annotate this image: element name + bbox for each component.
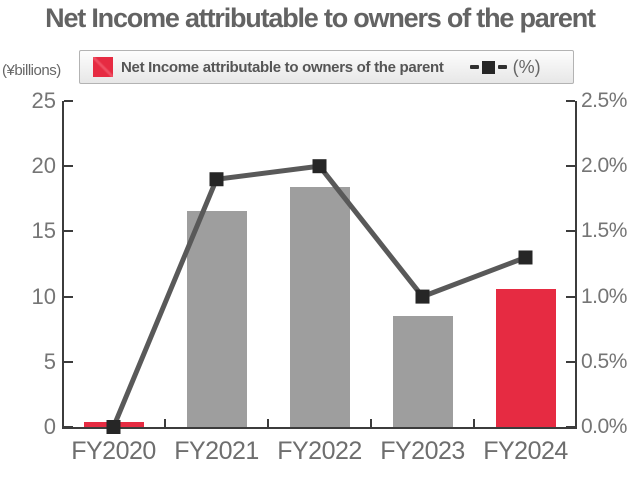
left-axis-unit-label: (¥billions) [2,62,61,79]
legend-bar-label: Net Income attributable to owners of the… [121,58,444,76]
right-axis-tick [566,360,575,363]
line-marker-FY2024 [518,250,533,265]
left-axis-tick-label: 15 [31,218,56,244]
left-axis-tick-label: 10 [31,283,56,309]
left-axis-tick-label: 5 [43,348,56,374]
right-axis-tick [566,426,575,428]
left-axis-tick [64,165,73,168]
bar-FY2022 [289,187,350,427]
right-axis-tick [566,230,575,233]
x-tick-label-FY2020: FY2020 [71,437,156,465]
x-axis-line [62,427,577,429]
left-axis-tick [64,100,73,102]
x-axis-tick [267,419,269,427]
x-axis-tick [164,419,166,427]
right-axis-tick [566,295,575,298]
percent-line [111,163,527,428]
x-axis-tick [473,419,475,427]
bar-FY2021 [186,210,247,427]
x-tick-label-FY2022: FY2022 [277,437,362,465]
x-axis-tick [370,419,372,427]
left-axis-tick [64,295,73,298]
line-marker-FY2023 [415,289,430,304]
left-axis-tick [64,230,73,233]
legend: Net Income attributable to owners of the… [79,50,574,84]
x-tick-label-FY2021: FY2021 [174,437,259,465]
right-axis-tick-label: 1.5% [581,219,627,243]
right-axis-tick-label: 2.5% [581,89,627,112]
bar-series-swatch-icon [93,57,113,77]
right-axis-tick-label: 0.0% [581,415,627,438]
line-marker-FY2021 [209,172,224,187]
x-tick-label-FY2023: FY2023 [380,437,465,465]
left-axis-tick-label: 20 [31,153,56,179]
line-series-marker-icon [469,60,507,74]
bar-FY2023 [392,316,453,427]
right-axis-tick-label: 2.0% [581,154,627,178]
chart-title: Net Income attributable to owners of the… [45,3,596,33]
left-axis-tick-label: 25 [31,88,56,113]
right-axis-tick-label: 0.5% [581,349,627,373]
right-axis-line [575,101,577,429]
line-dash-icon [497,65,507,69]
right-axis-tick [566,100,575,102]
line-marker-FY2022 [312,159,327,174]
left-axis-tick [64,360,73,363]
right-axis-tick-label: 1.0% [581,284,627,308]
line-marker-FY2020 [106,420,121,434]
bar-FY2024 [495,288,556,427]
x-tick-label-FY2024: FY2024 [483,437,568,465]
left-axis-line [62,101,64,429]
left-axis-tick [64,426,73,428]
left-axis-tick-label: 0 [43,414,56,439]
legend-line-label: (%) [512,56,541,77]
right-axis-tick [566,165,575,168]
line-dash-icon [469,65,479,69]
line-square-marker-icon [481,60,495,74]
